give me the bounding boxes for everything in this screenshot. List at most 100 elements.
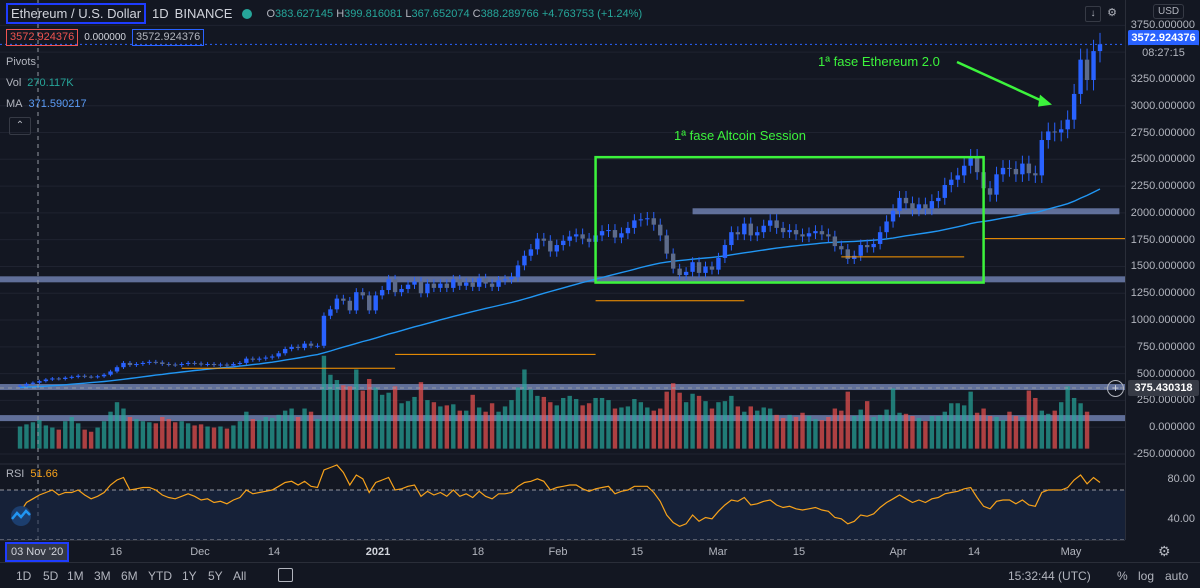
volume-bar xyxy=(63,421,68,449)
volume-bar xyxy=(690,393,695,449)
volume-bar xyxy=(981,408,986,449)
volume-bar xyxy=(722,401,728,449)
volume-bar xyxy=(470,394,475,449)
candle-body xyxy=(522,255,527,266)
candle-body xyxy=(612,230,618,238)
range-button-1y[interactable]: 1Y xyxy=(182,569,197,583)
range-button-6m[interactable]: 6M xyxy=(121,569,138,583)
candle-body xyxy=(334,298,340,310)
volume-bar xyxy=(968,391,973,449)
candle-body xyxy=(949,179,954,186)
candle-body xyxy=(270,356,275,358)
chart-settings-icon[interactable]: ⚙ xyxy=(1158,543,1171,559)
auto-scale-button[interactable]: auto xyxy=(1165,569,1189,583)
scroll-down-icon[interactable]: ↓ xyxy=(1085,6,1101,22)
volume-legend[interactable]: Vol 270.117K xyxy=(6,77,74,89)
range-button-ytd[interactable]: YTD xyxy=(148,569,172,583)
collapse-legend-button[interactable]: ⌃ xyxy=(9,117,31,135)
timeframe-label[interactable]: 1D xyxy=(152,6,169,21)
candle-body xyxy=(205,363,210,365)
range-button-1m[interactable]: 1M xyxy=(67,569,84,583)
ma-legend[interactable]: MA 371.590217 xyxy=(6,98,87,110)
candle-body xyxy=(276,353,281,357)
volume-bar xyxy=(76,423,81,449)
volume-bar xyxy=(451,404,456,449)
candle-body xyxy=(360,292,365,296)
last-price-badge: 3572.924376 xyxy=(1128,30,1199,46)
candle-body xyxy=(88,376,94,378)
volume-bar xyxy=(438,406,443,449)
candle-body xyxy=(813,231,818,234)
candle-body xyxy=(535,238,540,250)
rsi-legend[interactable]: RSI 51.66 xyxy=(6,468,58,480)
volume-bar xyxy=(994,416,999,449)
percent-scale-button[interactable]: % xyxy=(1117,569,1128,583)
volume-bar xyxy=(179,421,184,449)
price-chart[interactable] xyxy=(0,0,1125,540)
candle-body xyxy=(263,357,268,359)
chart-pane[interactable]: Ethereum / U.S. Dollar 1D BINANCE O383.6… xyxy=(0,0,1125,540)
price-axis[interactable]: USD 3750.0000003500.0000003250.000000300… xyxy=(1125,0,1200,540)
range-button-1d[interactable]: 1D xyxy=(16,569,32,583)
range-button-5y[interactable]: 5Y xyxy=(208,569,223,583)
candle-body xyxy=(528,249,534,256)
log-scale-button[interactable]: log xyxy=(1138,569,1155,583)
volume-bar xyxy=(263,416,268,449)
currency-button[interactable]: USD xyxy=(1153,4,1185,19)
volume-bar xyxy=(780,418,786,449)
candle-body xyxy=(987,188,993,195)
volume-bar xyxy=(541,396,547,449)
sell-button[interactable]: 3572.924376 xyxy=(6,29,79,46)
candle-body xyxy=(884,221,889,233)
price-tick-label: 3750.000000 xyxy=(1130,19,1195,32)
candle-body xyxy=(1084,59,1090,81)
buy-button[interactable]: 3572.924376 xyxy=(131,29,205,46)
volume-bar xyxy=(69,416,74,449)
volume-bar xyxy=(826,416,831,449)
volume-bar xyxy=(166,419,171,449)
candle-body xyxy=(392,279,398,293)
volume-bar xyxy=(425,400,430,449)
volume-bar xyxy=(535,395,540,449)
volume-bar xyxy=(606,400,611,449)
volume-bar xyxy=(17,426,23,449)
add-alert-icon[interactable]: + xyxy=(1107,380,1124,397)
ma-value: 371.590217 xyxy=(28,98,87,110)
candle-body xyxy=(386,279,391,291)
candle-body xyxy=(211,363,217,366)
volume-bar xyxy=(1000,420,1006,449)
candle-body xyxy=(968,157,973,166)
volume-bar xyxy=(522,369,527,449)
candle-body xyxy=(24,383,29,386)
candle-body xyxy=(709,266,715,270)
candle-body xyxy=(489,283,495,287)
candle-body xyxy=(787,230,792,233)
settings-icon[interactable]: ⚙ xyxy=(1107,7,1117,19)
high-value: 399.816081 xyxy=(344,7,403,20)
candle-body xyxy=(140,362,146,364)
volume-bar xyxy=(961,405,967,449)
volume-bar xyxy=(664,391,669,449)
volume-bar xyxy=(1052,410,1057,449)
price-tick-label: 3250.000000 xyxy=(1130,72,1195,85)
volume-bar xyxy=(573,399,579,449)
candle-body xyxy=(670,253,676,269)
open-value: 383.627145 xyxy=(275,7,334,20)
symbol-name[interactable]: Ethereum / U.S. Dollar xyxy=(6,3,147,24)
candle-body xyxy=(302,343,307,348)
candle-body xyxy=(289,346,294,349)
volume-bar xyxy=(696,395,702,449)
pivots-legend[interactable]: Pivots xyxy=(6,56,36,68)
eth2-arrow-line xyxy=(956,60,1049,105)
range-button-3m[interactable]: 3M xyxy=(94,569,111,583)
time-axis[interactable]: 03 Nov '20 16 Dec 14 2021 18 Feb 15 Mar 15 Apr 14 M… xyxy=(0,540,1171,563)
go-to-date-icon[interactable] xyxy=(278,568,293,582)
volume-bar xyxy=(884,409,889,449)
candle-body xyxy=(418,281,424,294)
volume-bar xyxy=(237,421,243,449)
volume-bar xyxy=(890,388,896,449)
volume-bar xyxy=(703,401,708,449)
range-button-all[interactable]: All xyxy=(233,569,247,583)
utc-clock[interactable]: 15:32:44 (UTC) xyxy=(1008,569,1091,583)
range-button-5d[interactable]: 5D xyxy=(43,569,59,583)
